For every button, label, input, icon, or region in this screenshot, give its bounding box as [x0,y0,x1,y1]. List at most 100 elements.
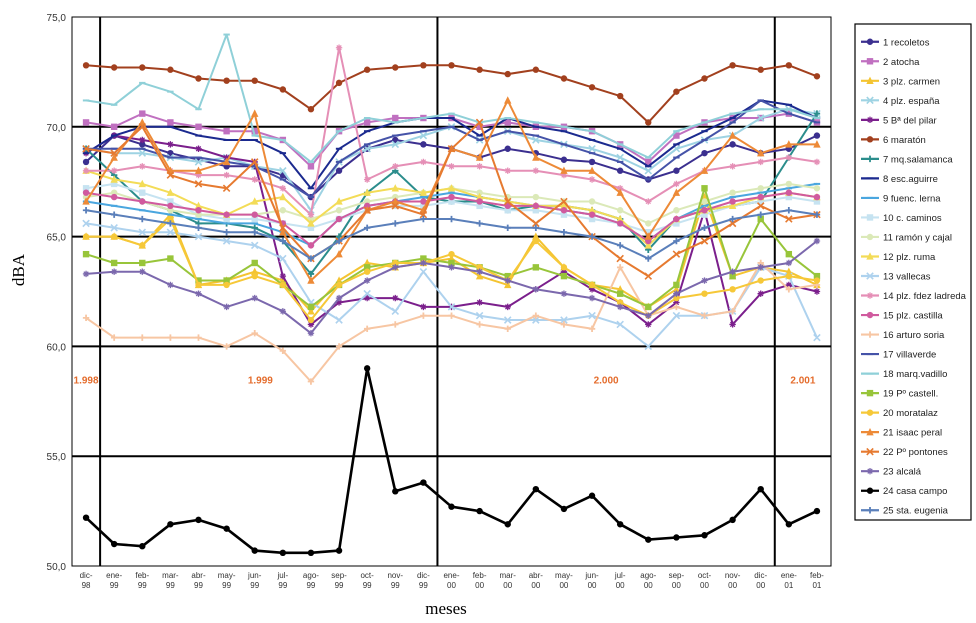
data-point [644,342,653,351]
data-point [476,507,483,515]
legend-marker [866,487,874,494]
data-point [307,378,315,385]
data-point [110,175,118,183]
data-point [167,521,174,528]
data-point [110,233,118,240]
data-point [195,211,202,218]
x-tick-label: jun- [247,571,262,580]
data-point [475,271,484,280]
x-tick-label-year: 00 [672,581,681,590]
x-tick-label-year: 00 [531,581,540,590]
data-point [672,311,681,320]
data-point [307,307,315,315]
data-point [701,532,708,539]
data-point [251,134,258,137]
data-point [560,197,568,206]
data-point [420,303,427,311]
data-point [673,156,680,159]
x-tick-label: feb- [473,571,487,580]
data-point [307,211,315,218]
data-point [560,171,568,179]
data-point [813,117,821,120]
x-tick-label-year: 99 [306,581,315,590]
data-point [307,303,315,311]
data-point [307,219,315,227]
data-point [307,242,315,249]
data-point [476,189,483,196]
data-point [166,171,175,179]
data-point [335,147,343,150]
data-point [645,312,652,319]
data-point [335,294,343,302]
legend-marker [866,177,874,180]
data-point [82,514,90,521]
data-point [419,267,428,276]
data-point [251,138,258,141]
legend-marker [866,272,874,280]
data-point [756,202,765,210]
data-point [673,167,680,174]
data-point [279,237,287,245]
data-point [813,277,821,284]
data-point [223,343,230,350]
data-point [645,198,652,205]
data-point [785,259,793,267]
data-point [392,264,399,271]
data-point [503,316,512,324]
data-point [448,250,455,258]
legend-entry: 7 mq.salamanca [883,154,953,165]
data-point [673,299,680,306]
data-point [420,215,427,223]
x-tick-label-year: 99 [278,581,287,590]
data-point [757,198,764,205]
data-point [729,117,736,120]
data-point [82,167,90,174]
data-point [392,121,399,124]
data-point [729,62,736,69]
legend-marker [866,372,874,375]
data-point [223,525,230,532]
data-point [110,123,118,130]
data-point [223,222,230,225]
data-point [194,166,203,174]
legend-marker [866,353,874,356]
data-point [757,215,764,223]
legend-entry: 13 vallecas [883,272,931,283]
x-tick-label-year: 00 [588,581,597,590]
data-point [335,249,343,258]
data-point [110,224,118,232]
data-point [222,184,231,193]
data-point [82,197,90,205]
data-point [110,211,118,218]
data-point [785,250,793,258]
x-tick-label: ago- [303,571,319,580]
data-point [560,75,568,82]
data-point [448,312,455,319]
data-point [110,103,118,106]
data-point [475,192,484,201]
data-point [419,210,428,219]
data-point [757,290,764,297]
data-point [673,281,680,289]
data-point [475,311,484,320]
data-point [166,188,175,196]
data-point [672,188,681,196]
data-point [476,202,483,210]
data-point [391,307,400,316]
x-tick-label: ago- [640,571,656,580]
data-point [700,237,709,245]
legend-marker [866,214,874,221]
x-axis-title: meses [425,599,467,618]
legend-marker [866,507,874,514]
data-point [645,220,652,227]
x-tick-label: dic- [754,571,767,580]
data-point [673,143,680,146]
data-point [82,219,90,228]
data-point [419,188,428,196]
legend-entry: 21 isaac peral [883,428,942,439]
y-tick-label: 50,0 [47,562,67,573]
data-point [420,158,427,166]
data-point [560,321,568,328]
data-point [335,281,343,289]
data-point [110,193,118,201]
